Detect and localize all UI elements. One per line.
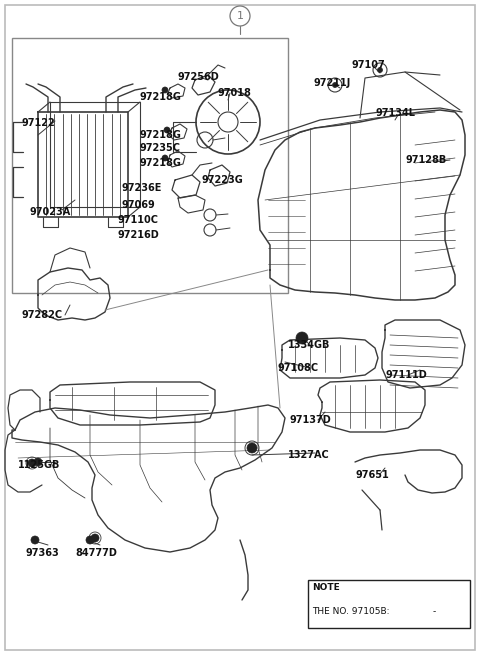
Text: 1: 1 [237, 11, 243, 21]
Text: 97218G: 97218G [140, 158, 182, 168]
Circle shape [162, 87, 168, 93]
Text: 97137D: 97137D [290, 415, 332, 425]
Text: 97069: 97069 [122, 200, 156, 210]
Circle shape [377, 67, 383, 73]
Circle shape [86, 536, 94, 544]
Text: -: - [433, 607, 436, 616]
Circle shape [333, 83, 337, 88]
Text: 97651: 97651 [355, 470, 389, 480]
Text: 97218G: 97218G [140, 130, 182, 140]
Text: 97363: 97363 [25, 548, 59, 558]
Text: 97223G: 97223G [202, 175, 244, 185]
Circle shape [91, 534, 99, 542]
Text: 97256D: 97256D [178, 72, 220, 82]
Text: NOTE: NOTE [312, 584, 340, 593]
Text: 97018: 97018 [218, 88, 252, 98]
Text: 97122: 97122 [22, 118, 56, 128]
Text: 97216D: 97216D [118, 230, 160, 240]
Circle shape [162, 155, 168, 161]
Circle shape [34, 458, 42, 466]
Text: 97134L: 97134L [375, 108, 415, 118]
Text: 97211J: 97211J [313, 78, 350, 88]
Text: 97107: 97107 [352, 60, 386, 70]
Bar [12, 38, 288, 293]
Text: 97218G: 97218G [140, 92, 182, 102]
Text: THE NO. 97105B:: THE NO. 97105B: [312, 607, 392, 616]
Text: 97128B: 97128B [405, 155, 446, 165]
Text: 97282C: 97282C [22, 310, 63, 320]
Text: 1: 1 [421, 607, 427, 616]
Text: 97023A: 97023A [30, 207, 71, 217]
Circle shape [31, 536, 39, 544]
Text: 1327AC: 1327AC [288, 450, 330, 460]
Text: 1334GB: 1334GB [288, 340, 330, 350]
Text: 2: 2 [440, 607, 445, 616]
Bar [308, 580, 470, 628]
Circle shape [296, 332, 308, 344]
Text: 1125GB: 1125GB [18, 460, 60, 470]
Text: 97236E: 97236E [122, 183, 162, 193]
Text: 97110C: 97110C [118, 215, 159, 225]
Circle shape [28, 459, 36, 467]
Text: 97108C: 97108C [278, 363, 319, 373]
Circle shape [247, 443, 257, 453]
Text: 97111D: 97111D [385, 370, 427, 380]
Text: 84777D: 84777D [75, 548, 117, 558]
Text: 97235C: 97235C [140, 143, 181, 153]
Circle shape [164, 127, 170, 133]
